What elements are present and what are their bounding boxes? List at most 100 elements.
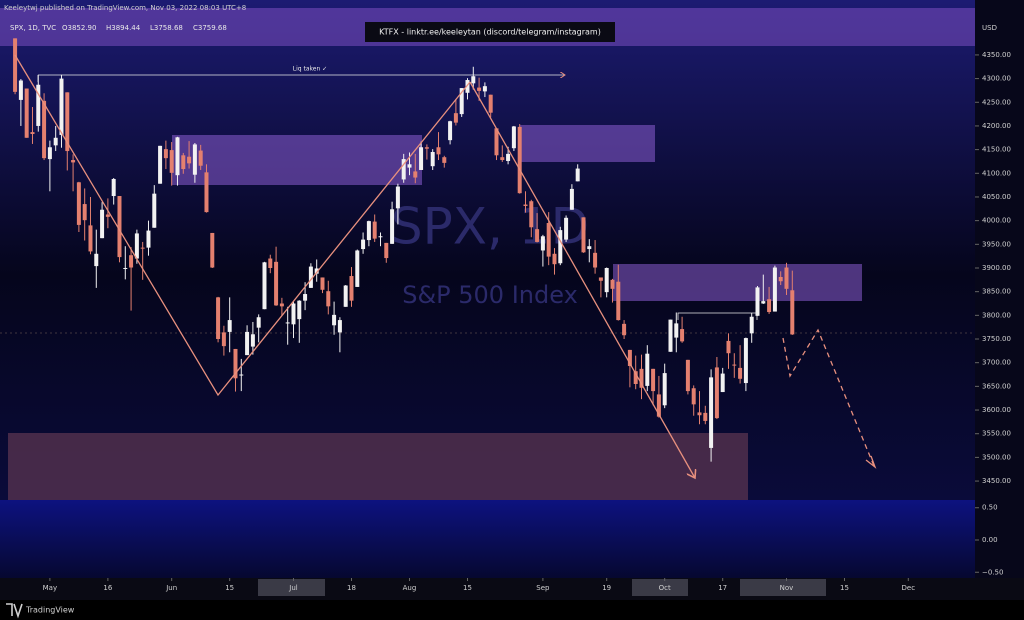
projection — [782, 328, 875, 467]
candle-body — [187, 156, 192, 164]
price-pane — [0, 0, 975, 500]
zone — [8, 433, 748, 500]
candle-body — [604, 267, 609, 293]
y-tick-label: 3950.00 — [982, 240, 1011, 248]
candle-body — [471, 76, 476, 84]
y-tick-label: 3850.00 — [982, 288, 1011, 296]
candle-body — [697, 412, 702, 416]
x-tick-label: Sep — [536, 584, 550, 592]
candle-body — [546, 223, 551, 257]
candle-body — [680, 329, 685, 342]
candle-body — [320, 277, 325, 290]
candle-body — [361, 239, 366, 250]
candle-body — [181, 155, 186, 170]
candle-body — [633, 371, 638, 384]
candle-body — [726, 340, 731, 354]
candle-body — [18, 80, 23, 100]
candle-body — [146, 230, 151, 248]
candle-body — [610, 279, 615, 289]
candle-body — [332, 314, 337, 326]
x-tick-label: Aug — [403, 584, 417, 592]
candle-body — [401, 159, 406, 180]
x-tick-label: 15 — [840, 584, 849, 592]
candle-body — [198, 150, 203, 166]
candle-body — [13, 38, 18, 92]
y-tick-label: 3650.00 — [982, 382, 1011, 390]
candle-body — [337, 320, 342, 333]
candle-body — [523, 204, 528, 206]
candle-body — [169, 150, 174, 173]
candle-body — [210, 232, 215, 268]
candle-body — [175, 137, 180, 176]
candle-body — [413, 171, 418, 178]
x-tick-label: 18 — [347, 584, 356, 592]
currency: USD — [982, 24, 997, 32]
trend-arrow — [469, 81, 695, 478]
candle-body — [668, 319, 673, 352]
candle-body — [453, 113, 458, 123]
candle-body — [407, 164, 412, 168]
y-tick-label: 4050.00 — [982, 193, 1011, 201]
candle-body — [703, 412, 708, 421]
candle-body — [662, 373, 667, 406]
x-tick-label: Nov — [780, 584, 794, 592]
price-axis — [975, 0, 1024, 578]
candle-body — [622, 323, 627, 336]
candle-body — [535, 229, 540, 242]
candle-body — [691, 388, 696, 405]
candle-body — [685, 359, 690, 392]
candle-body — [117, 196, 122, 258]
candle-body — [256, 317, 261, 328]
y-tick-label: 4200.00 — [982, 122, 1011, 130]
candle-body — [767, 299, 772, 313]
candle-body — [419, 147, 424, 170]
candle-body — [314, 268, 319, 274]
y-tick-label: −0.50 — [982, 568, 1003, 576]
y-tick-label: 3500.00 — [982, 453, 1011, 461]
bracket — [677, 312, 758, 320]
zone — [172, 135, 422, 185]
candle-body — [88, 225, 93, 252]
ohlc-close: C3759.68 — [193, 24, 227, 32]
candle-body — [158, 145, 163, 184]
zone — [613, 264, 862, 301]
candle-body — [529, 201, 534, 228]
candle-body — [349, 276, 354, 301]
candle-body — [424, 147, 429, 149]
x-tick-label: Oct — [659, 584, 671, 592]
y-tick-label: 4150.00 — [982, 146, 1011, 154]
candle-body — [714, 367, 719, 419]
candle-body — [709, 377, 714, 448]
candle-body — [732, 364, 737, 366]
candle-body — [366, 221, 371, 241]
y-tick-label: 3600.00 — [982, 406, 1011, 414]
x-tick-label: 16 — [103, 584, 112, 592]
watermark: SPX, 1D — [391, 198, 589, 256]
y-tick-label: 4000.00 — [982, 217, 1011, 225]
time-axis — [0, 578, 1024, 600]
candle-body — [459, 88, 464, 115]
candle-body — [291, 303, 296, 325]
candles — [13, 38, 795, 462]
axes: 3450.00 3500.00 3550.00 3600.00 3650.00 3700.… — [43, 51, 1011, 592]
y-tick-label: 3750.00 — [982, 335, 1011, 343]
candle-body — [552, 253, 557, 265]
watermark-subtitle: S&P 500 Index — [402, 281, 578, 309]
candle-body — [558, 230, 563, 264]
candle-body — [384, 242, 389, 259]
candle-body — [645, 353, 650, 386]
y-tick-label: 3700.00 — [982, 359, 1011, 367]
candle-body — [82, 204, 87, 221]
candle-body — [448, 121, 453, 141]
candle-body — [355, 250, 360, 287]
x-tick-label: 15 — [463, 584, 472, 592]
candle-body — [465, 80, 470, 93]
candle-body — [517, 126, 522, 194]
candle-body — [71, 160, 76, 163]
candle-body — [749, 316, 754, 334]
candle-body — [308, 266, 313, 288]
candle-body — [494, 128, 499, 156]
candle-body — [163, 149, 168, 159]
candle-body — [30, 132, 35, 134]
